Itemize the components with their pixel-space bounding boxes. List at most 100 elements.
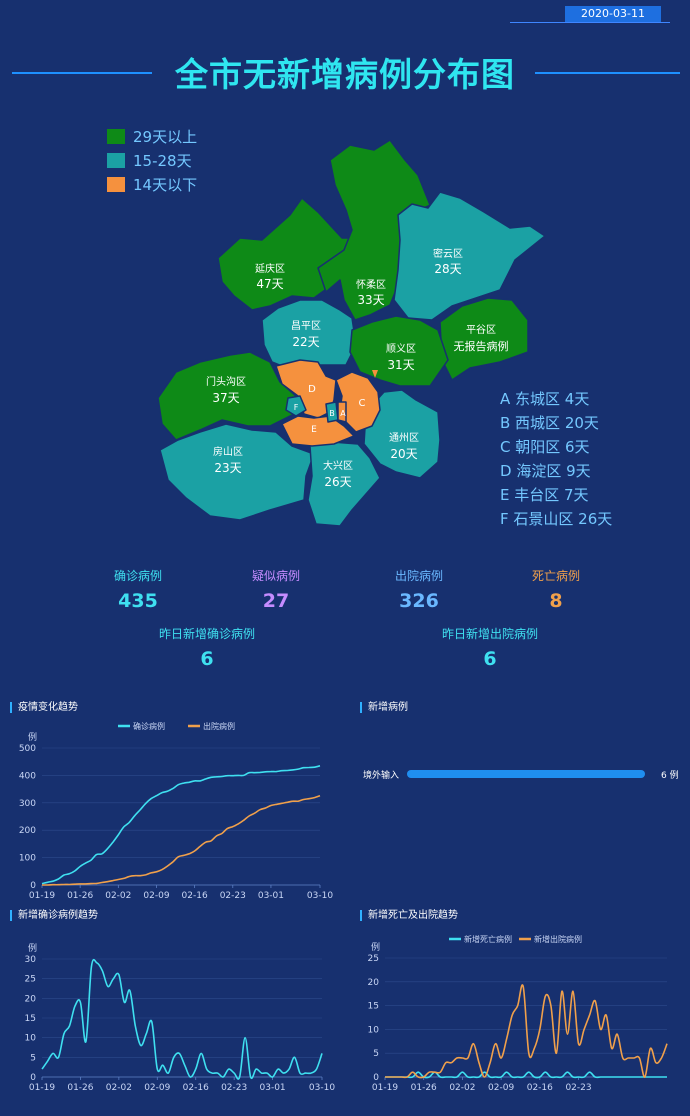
page-title: 全市无新增病例分布图 [175,55,515,94]
map-label-mentougou-days: 37天 [212,391,239,405]
x-tick-label: 02-09 [143,891,169,901]
legend-label: 新增出院病例 [534,934,582,944]
map-label-daxing-days: 26天 [324,475,351,489]
y-tick-label: 25 [25,975,36,985]
map-label-yanqing-days: 47天 [256,277,283,291]
x-tick-label: 03-01 [258,891,284,901]
stat-deaths-value: 8 [549,590,563,612]
map-letter-b: B [329,409,335,418]
core-district-c: C 朝阳区 6天 [500,438,590,456]
y-tick-label: 100 [19,854,36,864]
date-badge: 2020-03-11 [565,6,661,22]
map-district-fangshan [159,423,315,521]
map-label-fangshan-days: 23天 [214,461,241,475]
series-line [385,984,668,1079]
y-tick-label: 0 [373,1073,379,1083]
y-tick-label: 15 [368,1002,379,1012]
stat-deaths-label: 死亡病例 [531,569,580,583]
map-label-fangshan-name: 房山区 [213,445,243,458]
y-tick-label: 300 [19,799,36,809]
y-tick-label: 15 [25,1014,36,1024]
map-label-huairou-days: 33天 [357,293,384,307]
x-tick-label: 02-16 [182,891,208,901]
map-label-changping-days: 22天 [292,335,319,349]
legend-swatch [107,177,125,192]
stat-new-confirmed: 昨日新增确诊病例 6 [147,625,267,670]
beijing-district-map: 延庆区 47天 怀柔区 33天 密云区 28天 昌平区 22天 平谷区 无报告病… [157,139,546,527]
new-cases-bar-chart: 境外输入 6 例 [363,769,679,781]
x-tick-label: 01-26 [67,1083,93,1093]
panel-title-new-cases: 新增病例 [360,702,408,713]
stat-confirmed: 确诊病例 435 [78,567,198,612]
x-tick-label: 03-01 [260,1083,286,1093]
stat-suspected: 疑似病例 27 [216,567,336,612]
map-district-huairou [317,139,431,321]
x-tick-label: 02-23 [220,891,246,901]
y-tick-label: 0 [30,1073,36,1083]
legend-label: 15-28天 [133,152,192,170]
x-tick-label: 02-23 [565,1083,591,1093]
y-tick-label: 10 [25,1034,37,1044]
panel-title-death-discharge: 新增死亡及出院趋势 [360,910,458,921]
map-marker [372,370,378,378]
y-axis-unit-label: 例 [371,941,380,953]
x-tick-label: 02-23 [221,1083,247,1093]
y-axis-unit-label: 例 [28,731,37,743]
stat-suspected-value: 27 [262,590,290,612]
legend-label: 14天以下 [133,176,198,194]
map-label-yanqing-name: 延庆区 [255,262,285,275]
y-tick-label: 10 [368,1025,380,1035]
map-label-shunyi-name: 顺义区 [386,343,416,355]
date-underline [510,22,670,23]
map-letter-f: F [294,403,299,412]
stat-new-discharged-label: 昨日新增出院病例 [441,627,538,641]
legend-label: 新增死亡病例 [464,934,512,944]
stat-confirmed-label: 确诊病例 [113,569,162,583]
x-tick-label: 02-02 [449,1083,475,1093]
y-tick-label: 25 [368,954,379,964]
x-tick-label: 01-26 [411,1083,437,1093]
map-label-pinggu-days: 无报告病例 [454,339,509,353]
map-label-shunyi-days: 31天 [387,358,414,372]
map-letter-e: E [311,425,317,435]
y-tick-label: 200 [19,826,36,836]
legend-item-14-minus: 14天以下 [107,174,197,195]
x-tick-label: 03-10 [309,1083,335,1093]
bar [407,770,645,778]
map-label-miyun-days: 28天 [434,262,461,276]
map-district-tongzhou [363,389,441,479]
panel-title-trend: 疫情变化趋势 [10,702,78,713]
map-district-dongcheng [337,401,347,423]
legend-item-15-28: 15-28天 [107,150,192,171]
core-district-list: A 东城区 4天 B 西城区 20天 C 朝阳区 6天 D 海淀区 9天 E 丰… [500,387,612,531]
x-tick-label: 02-02 [106,1083,132,1093]
x-tick-label: 02-16 [527,1083,553,1093]
core-district-a: A 东城区 4天 [500,390,590,408]
stat-discharged-label: 出院病例 [394,569,443,583]
stat-discharged-value: 326 [399,590,439,612]
y-tick-label: 30 [25,955,37,965]
y-tick-label: 0 [30,881,36,891]
x-tick-label: 02-09 [488,1083,514,1093]
series-line [41,765,321,885]
legend-item-29-plus: 29天以上 [107,126,197,147]
legend-swatch [107,153,125,168]
x-tick-label: 01-19 [29,1083,55,1093]
core-district-f: F 石景山区 26天 [500,510,613,528]
stat-new-confirmed-value: 6 [200,648,214,670]
series-line [41,958,323,1080]
x-tick-label: 02-02 [105,891,131,901]
map-label-changping-name: 昌平区 [291,320,321,332]
stat-discharged: 出院病例 326 [359,567,479,612]
map-label-mentougou-name: 门头沟区 [206,375,246,388]
map-label-miyun-name: 密云区 [433,247,463,260]
map-letter-a: A [340,409,346,418]
stat-new-discharged-value: 6 [483,648,497,670]
map-district-daxing [307,441,381,527]
x-tick-label: 03-10 [307,891,333,901]
stat-confirmed-value: 435 [118,590,158,612]
core-district-d: D 海淀区 9天 [500,462,591,480]
stat-suspected-label: 疑似病例 [251,569,300,583]
legend-label: 29天以上 [133,128,198,146]
core-district-e: E 丰台区 7天 [500,486,589,504]
